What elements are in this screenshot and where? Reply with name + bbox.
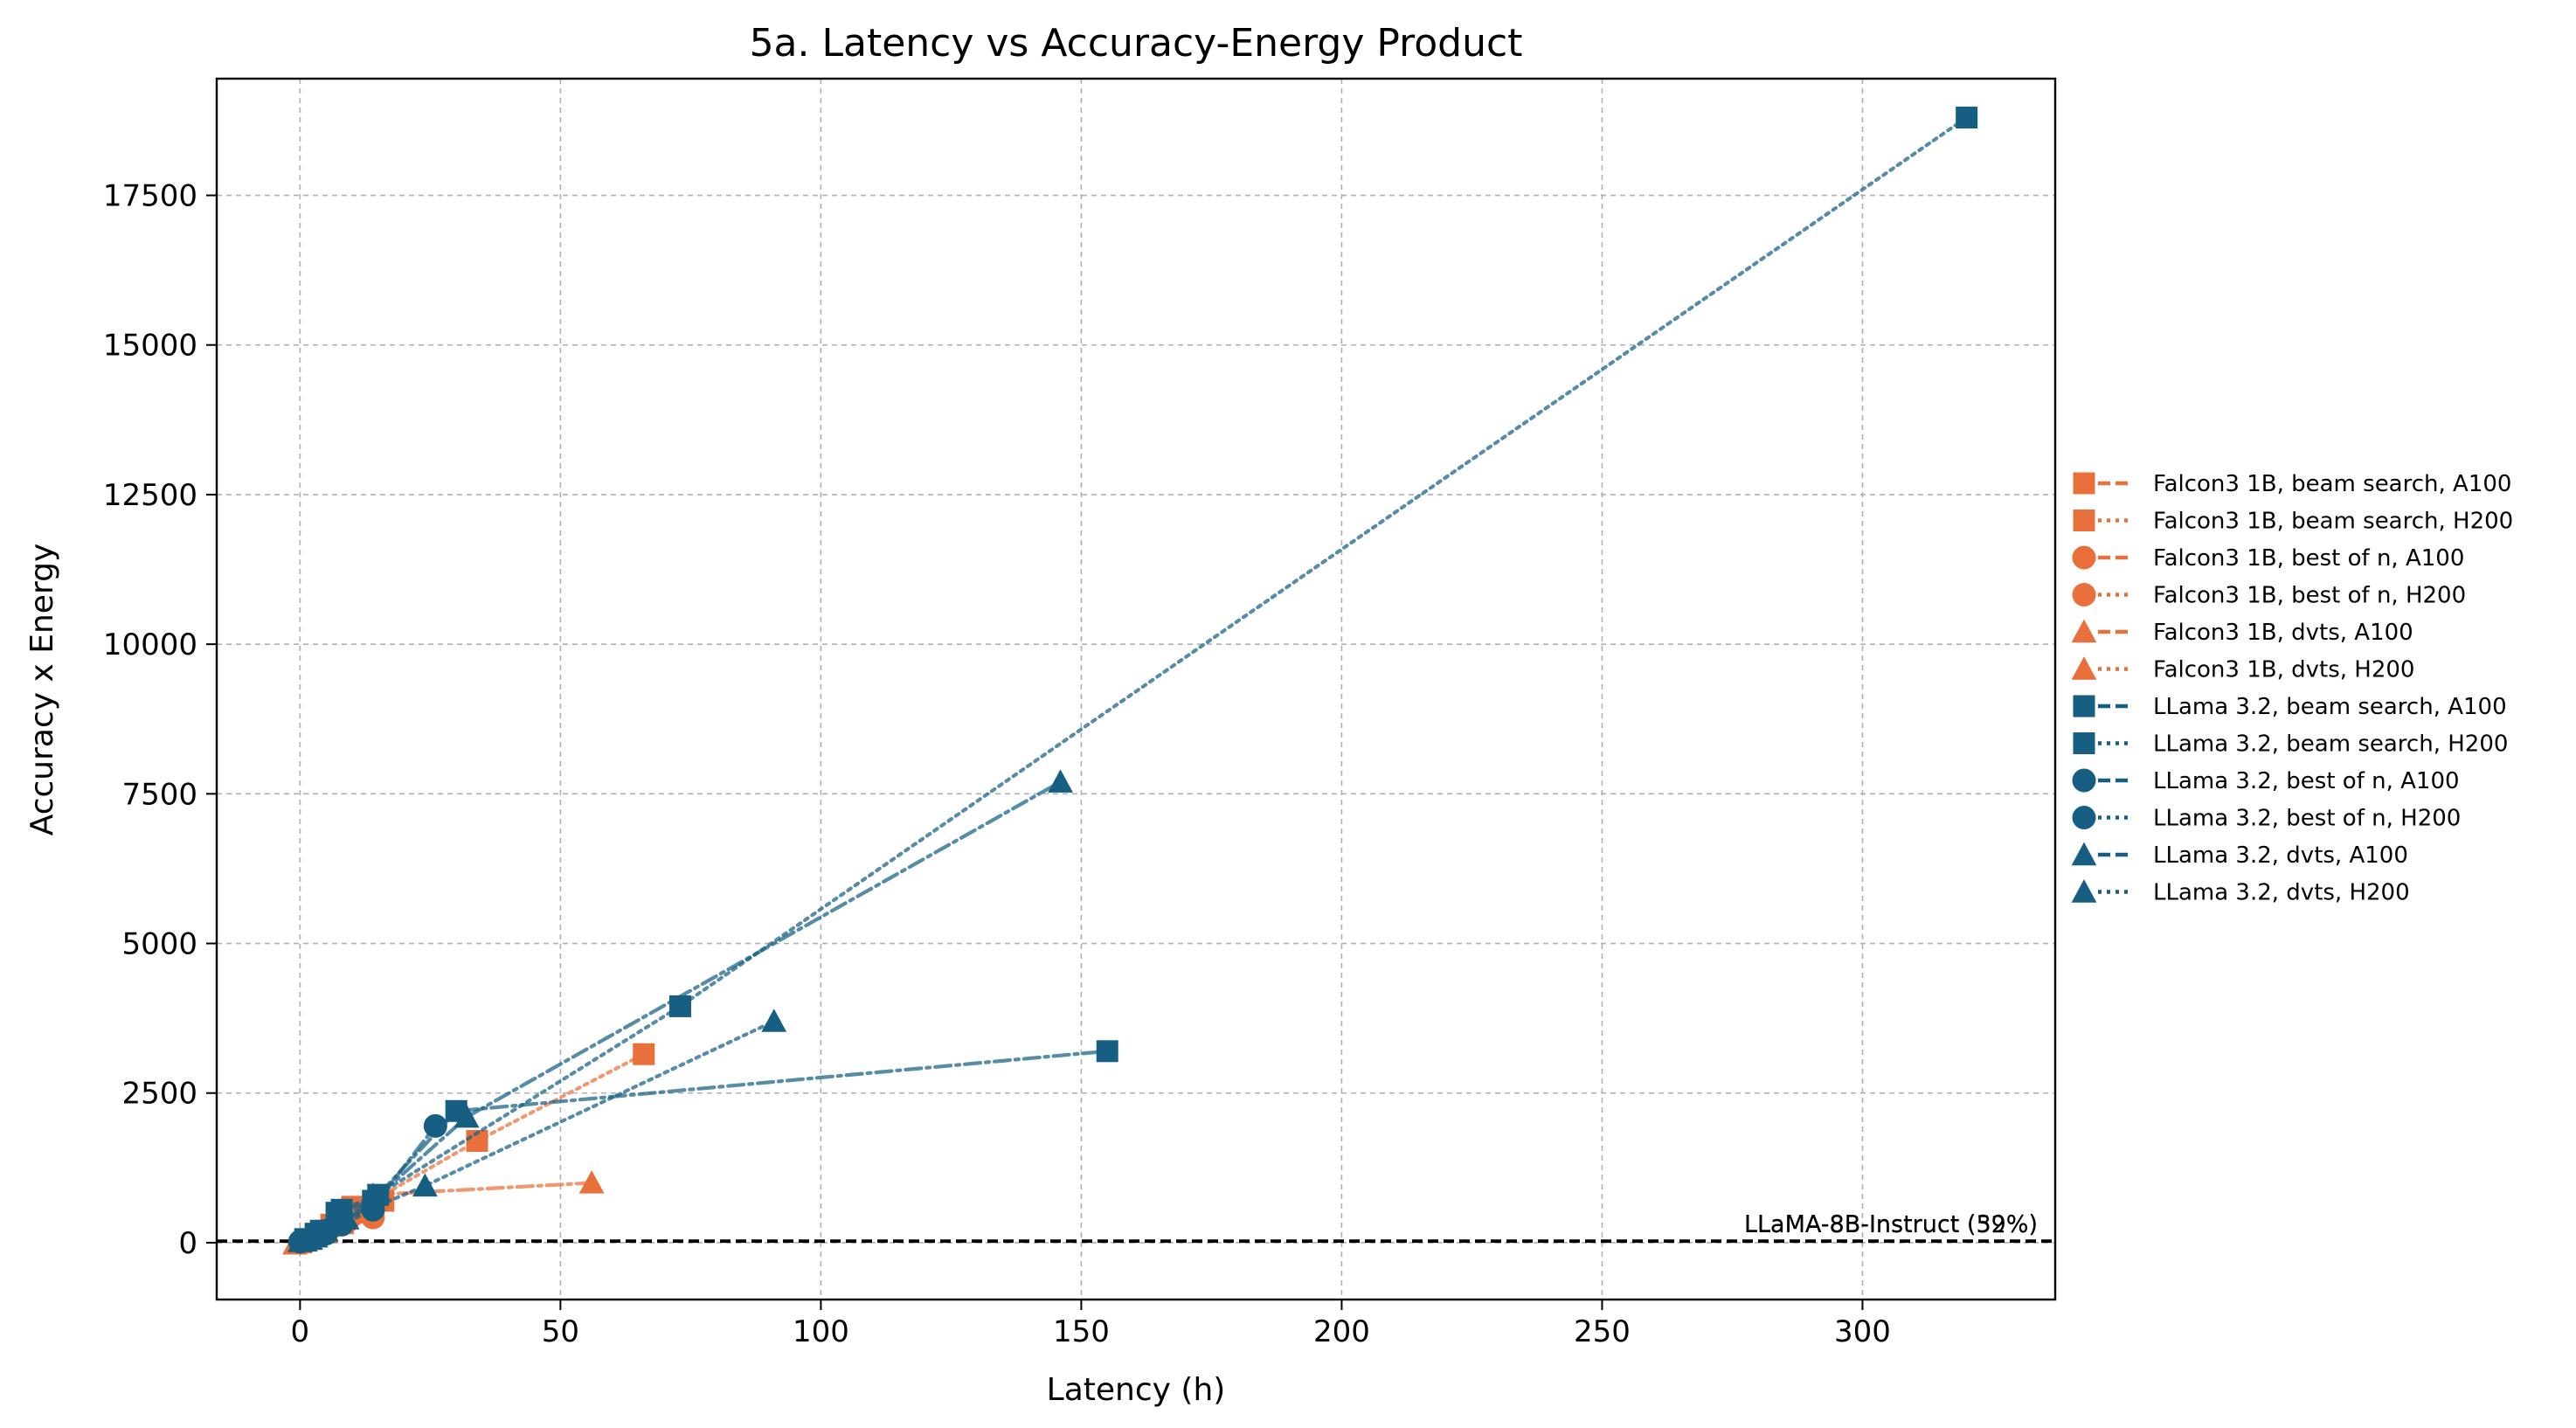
legend-marker bbox=[2071, 656, 2097, 680]
reference-line-label: LLaMA-8B-Instruct (52%) bbox=[1744, 1211, 2038, 1238]
data-point bbox=[423, 1113, 447, 1138]
data-point bbox=[578, 1170, 605, 1194]
x-tick-label: 50 bbox=[542, 1314, 579, 1349]
legend-marker bbox=[2071, 619, 2097, 643]
y-tick-label: 10000 bbox=[103, 627, 197, 662]
data-point bbox=[412, 1173, 438, 1197]
plot-frame bbox=[215, 77, 2057, 1301]
legend-label: Falcon3 1B, dvts, H200 bbox=[2153, 657, 2414, 683]
data-point bbox=[1956, 107, 1978, 129]
legend-marker bbox=[2071, 879, 2097, 903]
legend: Falcon3 1B, beam search, A100 Falcon3 1B,… bbox=[2071, 471, 2513, 906]
legend-marker bbox=[2072, 583, 2096, 607]
y-axis-label: Accuracy x Energy bbox=[24, 544, 60, 836]
legend-entry: Falcon3 1B, best of n, H200 bbox=[2072, 583, 2466, 609]
data-point bbox=[297, 1226, 323, 1251]
legend-label: LLama 3.2, beam search, H200 bbox=[2153, 731, 2508, 758]
series-line bbox=[303, 115, 1969, 1241]
x-tick-label: 200 bbox=[1313, 1314, 1370, 1349]
legend-label: LLama 3.2, best of n, A100 bbox=[2153, 768, 2460, 794]
data-point bbox=[313, 1217, 339, 1242]
data-point bbox=[1048, 769, 1073, 793]
legend-label: LLama 3.2, dvts, A100 bbox=[2153, 842, 2408, 869]
y-tick-label: 0 bbox=[178, 1226, 197, 1261]
legend-entry: Falcon3 1B, dvts, A100 bbox=[2071, 619, 2413, 646]
legend-entry: LLama 3.2, dvts, H200 bbox=[2071, 879, 2410, 906]
legend-entry: Falcon3 1B, beam search, H200 bbox=[2073, 509, 2513, 535]
legend-marker bbox=[2072, 806, 2096, 829]
legend-entry: LLama 3.2, best of n, H200 bbox=[2072, 806, 2461, 832]
legend-marker bbox=[2073, 695, 2095, 717]
series-7 bbox=[294, 107, 1978, 1251]
y-tick-label: 17500 bbox=[103, 179, 197, 214]
data-point bbox=[334, 1206, 360, 1230]
x-tick-label: 150 bbox=[1053, 1314, 1110, 1349]
reference-line-label: LLaMA-8B-Instruct (39%) bbox=[1744, 1211, 2038, 1238]
legend-label: Falcon3 1B, beam search, A100 bbox=[2153, 471, 2511, 497]
y-tick-label: 7500 bbox=[121, 777, 197, 812]
y-tick-label: 15000 bbox=[103, 329, 197, 364]
legend-label: LLama 3.2, beam search, A100 bbox=[2153, 694, 2507, 720]
data-point bbox=[454, 1104, 480, 1128]
legend-marker bbox=[2072, 768, 2096, 793]
legend-entry: LLama 3.2, dvts, A100 bbox=[2071, 842, 2408, 869]
y-tick-label: 12500 bbox=[103, 478, 197, 513]
series-line bbox=[298, 1019, 776, 1244]
data-point bbox=[1096, 1040, 1118, 1063]
legend-label: Falcon3 1B, beam search, H200 bbox=[2153, 509, 2513, 535]
y-tick-label: 5000 bbox=[121, 927, 197, 962]
legend-entry: LLama 3.2, beam search, A100 bbox=[2073, 694, 2507, 720]
series-11 bbox=[287, 1009, 787, 1252]
grid bbox=[217, 79, 2055, 1300]
reference-lines: LLaMA-8B-Instruct (52%)LLaMA-8B-Instruct… bbox=[217, 1211, 2055, 1244]
legend-marker bbox=[2073, 510, 2095, 531]
legend-label: LLama 3.2, best of n, H200 bbox=[2153, 806, 2461, 832]
legend-label: Falcon3 1B, best of n, H200 bbox=[2153, 583, 2466, 609]
legend-entry: LLama 3.2, best of n, A100 bbox=[2072, 768, 2460, 794]
axis-ticks: 0 50 100 150 200 250 300 0 2500 5000 7500 10000 1250… bbox=[103, 179, 1891, 1349]
legend-entry: Falcon3 1B, beam search, A100 bbox=[2073, 471, 2511, 497]
series-line bbox=[303, 1049, 1110, 1242]
legend-marker bbox=[2073, 732, 2095, 754]
legend-entry: Falcon3 1B, best of n, A100 bbox=[2072, 545, 2464, 572]
x-tick-label: 250 bbox=[1574, 1314, 1631, 1349]
legend-label: LLama 3.2, dvts, H200 bbox=[2153, 880, 2410, 906]
legend-entry: LLama 3.2, beam search, H200 bbox=[2073, 731, 2508, 758]
legend-label: Falcon3 1B, best of n, A100 bbox=[2153, 545, 2464, 572]
plot-series bbox=[282, 107, 1978, 1255]
chart-title: 5a. Latency vs Accuracy-Energy Product bbox=[750, 21, 1523, 66]
legend-marker bbox=[2071, 842, 2097, 866]
x-axis-label: Latency (h) bbox=[1047, 1372, 1226, 1408]
data-point bbox=[668, 995, 691, 1017]
series-6 bbox=[294, 1040, 1118, 1251]
legend-marker bbox=[2072, 545, 2096, 570]
x-tick-label: 300 bbox=[1834, 1314, 1891, 1349]
data-point bbox=[761, 1009, 787, 1032]
y-tick-label: 2500 bbox=[121, 1077, 197, 1112]
data-point bbox=[633, 1043, 655, 1065]
legend-entry: Falcon3 1B, dvts, H200 bbox=[2071, 656, 2414, 683]
legend-label: Falcon3 1B, dvts, A100 bbox=[2153, 620, 2413, 646]
x-tick-label: 100 bbox=[793, 1314, 849, 1349]
x-tick-label: 0 bbox=[291, 1314, 310, 1349]
legend-marker bbox=[2073, 472, 2095, 495]
